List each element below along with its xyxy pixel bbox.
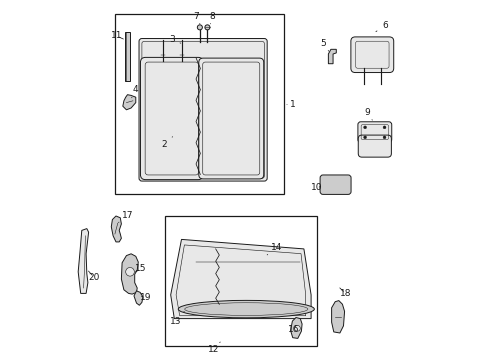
Text: 10: 10	[310, 184, 322, 192]
Circle shape	[363, 136, 366, 139]
Circle shape	[125, 267, 134, 276]
Text: 14: 14	[266, 243, 281, 255]
Text: 4: 4	[131, 85, 138, 98]
FancyBboxPatch shape	[140, 57, 203, 180]
Text: 6: 6	[375, 21, 387, 32]
Polygon shape	[111, 216, 121, 242]
Circle shape	[382, 136, 385, 139]
FancyBboxPatch shape	[358, 135, 390, 157]
Polygon shape	[134, 291, 142, 305]
Circle shape	[204, 25, 209, 30]
FancyBboxPatch shape	[139, 39, 266, 181]
Bar	[125, 32, 129, 81]
Text: 18: 18	[339, 288, 350, 298]
Text: 2: 2	[162, 137, 172, 149]
Text: 19: 19	[140, 292, 151, 302]
Text: 8: 8	[209, 12, 215, 24]
Bar	[115, 14, 284, 194]
Text: 7: 7	[193, 12, 200, 24]
Text: 17: 17	[118, 211, 133, 222]
Text: 13: 13	[170, 311, 184, 325]
FancyBboxPatch shape	[199, 58, 263, 179]
FancyBboxPatch shape	[320, 175, 350, 194]
Text: 5: 5	[320, 39, 328, 51]
Text: 9: 9	[364, 108, 371, 120]
Polygon shape	[170, 239, 310, 319]
Polygon shape	[290, 318, 302, 338]
Circle shape	[197, 25, 202, 30]
Text: 3: 3	[168, 35, 181, 44]
Ellipse shape	[178, 300, 314, 318]
Polygon shape	[78, 229, 88, 293]
Bar	[165, 216, 316, 346]
Text: 20: 20	[88, 271, 100, 282]
Polygon shape	[121, 254, 138, 294]
Circle shape	[363, 126, 366, 129]
Text: 16: 16	[288, 325, 299, 334]
FancyBboxPatch shape	[357, 122, 391, 143]
Polygon shape	[122, 95, 136, 110]
Polygon shape	[328, 49, 336, 64]
Text: 12: 12	[208, 342, 220, 354]
Circle shape	[294, 325, 300, 331]
Text: 11: 11	[111, 31, 123, 40]
FancyBboxPatch shape	[350, 37, 393, 73]
Text: 15: 15	[135, 264, 146, 274]
Polygon shape	[331, 301, 344, 333]
Text: 1: 1	[286, 100, 295, 109]
Circle shape	[382, 126, 385, 129]
